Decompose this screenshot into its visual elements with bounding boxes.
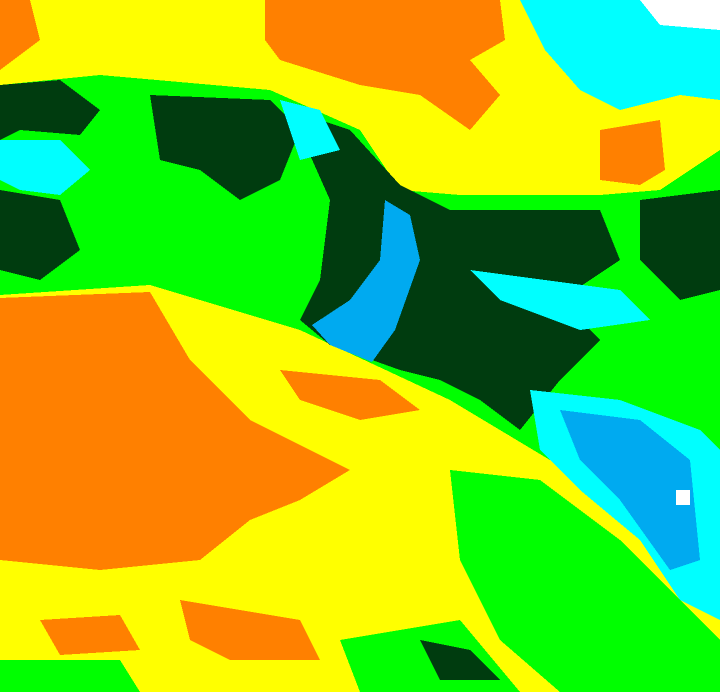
dark-green-region-left-mid [0,190,80,280]
orange-region-top [265,0,505,130]
cyan-region-river-edge [280,100,340,160]
white-spot-lower-right [676,490,690,505]
green-region-bottom-left [0,660,140,692]
green-region-lower-right [450,470,720,692]
dark-green-region-left [0,80,100,140]
white-region-top-right [640,0,720,30]
orange-region-top-right [600,120,665,185]
dark-green-region-right [640,190,720,300]
blue-region-lower-right [560,410,700,570]
orange-region-bottom [180,600,320,660]
orange-region-top-left [0,0,40,70]
dark-green-region-upper-mid [150,95,300,200]
cyan-region-top-right [520,0,720,110]
orange-region-mid [280,370,420,420]
orange-region-lower-left [0,292,350,570]
blue-river [312,200,420,362]
orange-region-bottom-left [40,615,140,655]
cyan-region-left [0,140,90,195]
dark-green-region-bottom [420,640,500,680]
cyan-region-mid-right [470,270,650,330]
